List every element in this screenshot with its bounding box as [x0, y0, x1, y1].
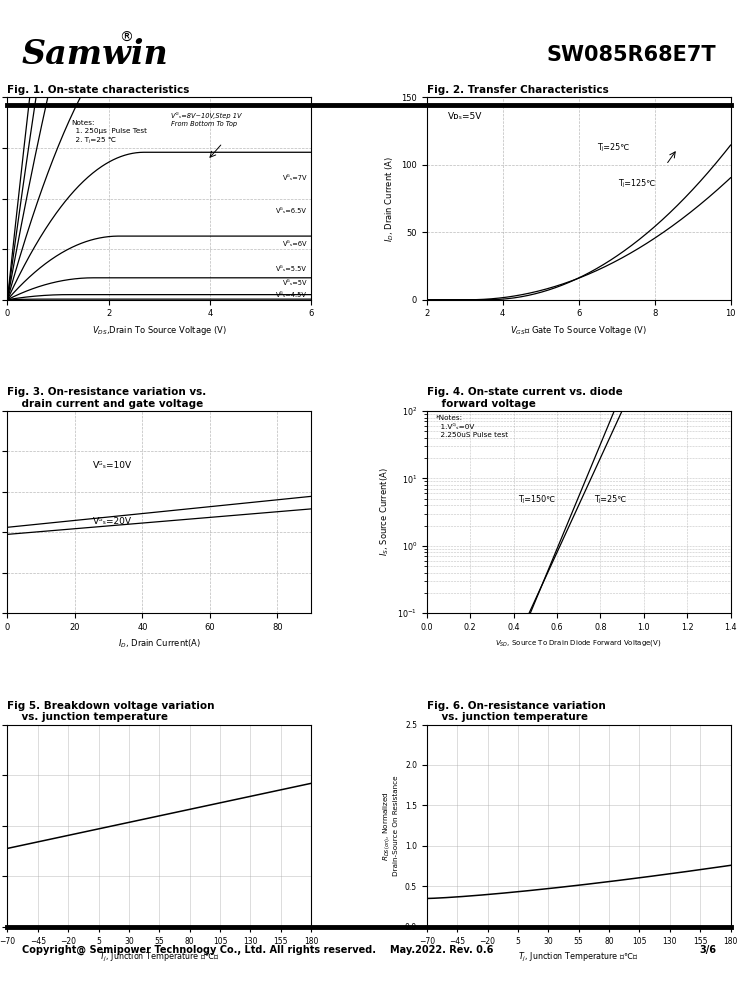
- Text: Vᴳₛ=4.5V: Vᴳₛ=4.5V: [276, 292, 307, 298]
- Text: Vᴳₛ=5.5V: Vᴳₛ=5.5V: [276, 266, 307, 272]
- Text: Vᴳₛ=20V: Vᴳₛ=20V: [92, 517, 131, 526]
- Text: Copyright@ Semipower Technology Co., Ltd. All rights reserved.: Copyright@ Semipower Technology Co., Ltd…: [22, 945, 376, 955]
- Y-axis label: $R_{DS(on)}$, Normalized
Drain-Source On Resistance: $R_{DS(on)}$, Normalized Drain-Source On…: [382, 775, 399, 876]
- Text: Tⱼ=150℃: Tⱼ=150℃: [518, 495, 555, 504]
- X-axis label: $V_{GS}$， Gate To Source Voltage (V): $V_{GS}$， Gate To Source Voltage (V): [511, 324, 647, 337]
- Text: SW085R68E7T: SW085R68E7T: [547, 45, 716, 65]
- Text: Fig. 3. On-resistance variation vs.
    drain current and gate voltage: Fig. 3. On-resistance variation vs. drai…: [7, 387, 207, 409]
- X-axis label: $T_j$, Junction Temperature （℃）: $T_j$, Junction Temperature （℃）: [519, 951, 639, 964]
- Text: *Notes:
  1.Vᴳₛ=0V
  2.250uS Pulse test: *Notes: 1.Vᴳₛ=0V 2.250uS Pulse test: [436, 415, 508, 438]
- Text: Vᴳₛ=5V: Vᴳₛ=5V: [283, 280, 307, 286]
- Text: Fig. 1. On-state characteristics: Fig. 1. On-state characteristics: [7, 85, 190, 95]
- Text: Samwin: Samwin: [22, 38, 168, 71]
- Text: Fig. 4. On-state current vs. diode
    forward voltage: Fig. 4. On-state current vs. diode forwa…: [427, 387, 622, 409]
- Text: Vᴅₛ=5V: Vᴅₛ=5V: [448, 112, 483, 121]
- X-axis label: $V_{SD}$, Source To Drain Diode Forward Voltage(V): $V_{SD}$, Source To Drain Diode Forward …: [495, 638, 662, 648]
- Y-axis label: $I_S$, Source Current(A): $I_S$, Source Current(A): [379, 468, 391, 556]
- Text: Fig. 6. On-resistance variation
    vs. junction temperature: Fig. 6. On-resistance variation vs. junc…: [427, 701, 605, 722]
- Text: Tⱼ=125℃: Tⱼ=125℃: [618, 179, 655, 188]
- Text: Vᴳₛ=10V: Vᴳₛ=10V: [92, 461, 131, 470]
- Text: Tⱼ=25℃: Tⱼ=25℃: [597, 143, 630, 152]
- Text: Fig. 2. Transfer Characteristics: Fig. 2. Transfer Characteristics: [427, 85, 609, 95]
- Text: 3/6: 3/6: [699, 945, 716, 955]
- Text: ®: ®: [120, 31, 134, 45]
- Text: May.2022. Rev. 0.6: May.2022. Rev. 0.6: [390, 945, 493, 955]
- Text: Vᴳₛ=6V: Vᴳₛ=6V: [283, 241, 307, 247]
- Text: Notes:
  1. 250μs  Pulse Test
  2. Tⱼ=25 ℃: Notes: 1. 250μs Pulse Test 2. Tⱼ=25 ℃: [71, 120, 147, 143]
- Text: Vᴳₛ=8V~10V,Step 1V
From Bottom To Top: Vᴳₛ=8V~10V,Step 1V From Bottom To Top: [171, 112, 242, 127]
- Text: Fig 5. Breakdown voltage variation
    vs. junction temperature: Fig 5. Breakdown voltage variation vs. j…: [7, 701, 215, 722]
- Text: Vᴳₛ=6.5V: Vᴳₛ=6.5V: [276, 208, 307, 214]
- X-axis label: $V_{DS}$,Drain To Source Voltage (V): $V_{DS}$,Drain To Source Voltage (V): [92, 324, 227, 337]
- X-axis label: $T_j$, Junction Temperature （℃）: $T_j$, Junction Temperature （℃）: [99, 951, 219, 964]
- Text: Vᴳₛ=7V: Vᴳₛ=7V: [283, 175, 307, 181]
- X-axis label: $I_D$, Drain Current(A): $I_D$, Drain Current(A): [118, 638, 201, 650]
- Text: Tⱼ=25℃: Tⱼ=25℃: [594, 495, 626, 504]
- Y-axis label: $I_D$, Drain Current (A): $I_D$, Drain Current (A): [383, 156, 396, 242]
